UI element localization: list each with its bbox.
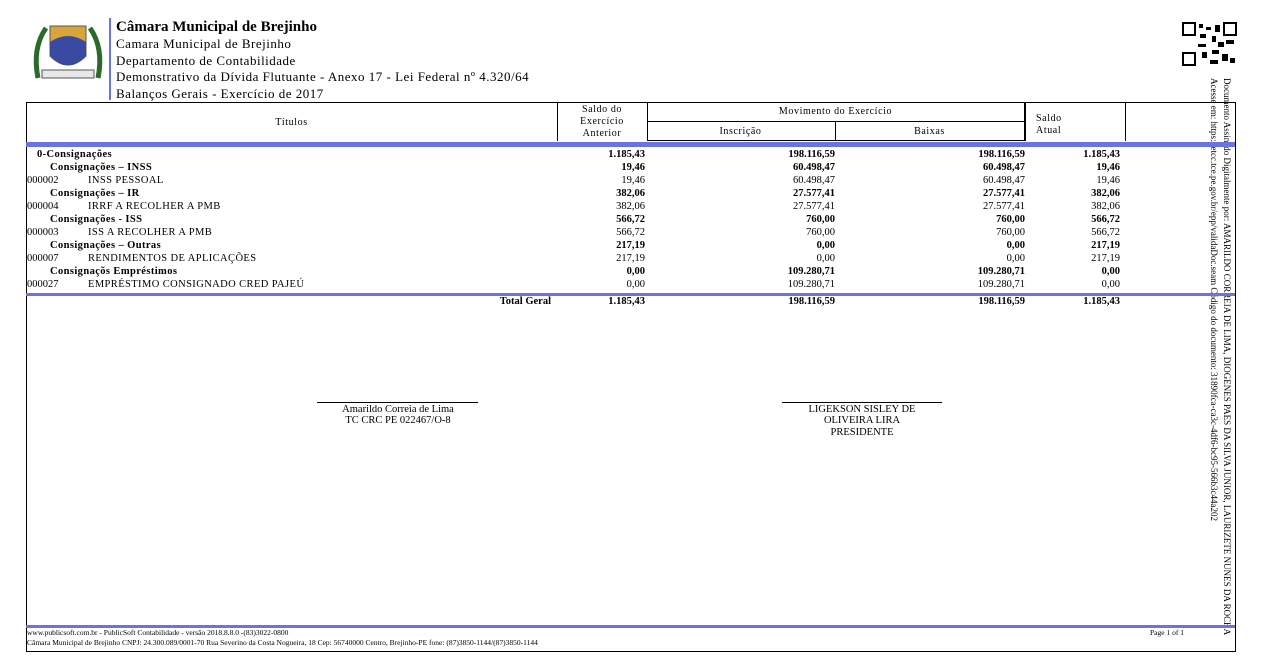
row-label: Consignações – IR — [50, 188, 140, 199]
row-value: 27.577,41 — [793, 201, 835, 212]
footer-line: Câmara Municipal de Brejinho CNPJ: 24.30… — [27, 638, 538, 647]
row-value: 382,06 — [616, 201, 645, 212]
header-cell — [835, 121, 1026, 141]
total-value: 198.116,59 — [788, 296, 835, 307]
header-cell — [26, 102, 558, 141]
row-value: 109.280,71 — [977, 279, 1025, 290]
row-value: 0,00 — [1006, 240, 1025, 251]
row-value: 27.577,41 — [983, 188, 1025, 199]
row-value: 217,19 — [616, 240, 645, 251]
row-code: 000007 — [27, 253, 59, 264]
row-label: RENDIMENTOS DE APLICAÇÕES — [88, 253, 257, 264]
row-value: 760,00 — [806, 227, 835, 238]
signer-name: Amarildo Correia de Lima — [342, 404, 454, 415]
row-value: 27.577,41 — [983, 201, 1025, 212]
row-code: 000003 — [27, 227, 59, 238]
header-cell — [1024, 102, 1126, 141]
row-code: 000027 — [27, 279, 59, 290]
header-line: Demonstrativo da Dívida Flutuante - Anex… — [116, 69, 530, 84]
total-value: 1.185,43 — [608, 296, 645, 307]
row-value: 566,72 — [1091, 214, 1120, 225]
signature-line — [782, 402, 942, 403]
row-value: 19,46 — [621, 175, 645, 186]
col-header: Inscrição — [719, 126, 762, 137]
row-value: 109.280,71 — [787, 279, 835, 290]
signer-name: LIGEKSON SISLEY DE OLIVEIRA LIRA — [808, 404, 916, 426]
footer-rule — [26, 625, 1235, 628]
row-value: 760,00 — [996, 214, 1025, 225]
row-value: 60.498,47 — [793, 175, 835, 186]
row-value: 60.498,47 — [983, 162, 1025, 173]
row-value: 382,06 — [616, 188, 645, 199]
header-line: Camara Municipal de Brejinho — [116, 36, 292, 51]
qr-code — [1182, 22, 1237, 66]
row-label: Consignaçõs Empréstimos — [50, 266, 178, 277]
row-value: 0,00 — [1101, 279, 1120, 290]
col-header: Saldo Atual — [1036, 113, 1062, 136]
row-label: INSS PESSOAL — [88, 175, 164, 186]
row-value: 1.185,43 — [1083, 149, 1120, 160]
row-value: 760,00 — [806, 214, 835, 225]
row-value: 109.280,71 — [787, 266, 835, 277]
row-value: 60.498,47 — [983, 175, 1025, 186]
header-rule — [109, 18, 111, 100]
signer-role: PRESIDENTE — [830, 427, 894, 438]
total-value: 198.116,59 — [978, 296, 1025, 307]
row-label: 0-Consignações — [37, 149, 113, 160]
col-header: Títulos — [275, 117, 308, 128]
row-value: 760,00 — [996, 227, 1025, 238]
header-line: Balanços Gerais - Exercício de 2017 — [116, 86, 324, 101]
row-value: 19,46 — [621, 162, 645, 173]
row-value: 217,19 — [616, 253, 645, 264]
page-frame — [26, 102, 1236, 652]
row-value: 566,72 — [616, 227, 645, 238]
signature-line — [317, 402, 478, 403]
row-value: 382,06 — [1091, 201, 1120, 212]
row-value: 19,46 — [1096, 162, 1120, 173]
access-note: Acesse em: https://etcc.tce.pe.gov.br/ep… — [1209, 78, 1219, 522]
row-value: 0,00 — [1101, 266, 1120, 277]
row-label: ISS A RECOLHER A PMB — [88, 227, 213, 238]
footer-line: www.publicsoft.com.br - PublicSoft Conta… — [27, 628, 289, 637]
row-value: 217,19 — [1091, 240, 1120, 251]
row-value: 382,06 — [1091, 188, 1120, 199]
row-value: 0,00 — [626, 266, 645, 277]
row-label: Consignações – Outras — [50, 240, 162, 251]
col-header: Baixas — [914, 126, 945, 137]
row-value: 109.280,71 — [977, 266, 1025, 277]
row-value: 566,72 — [1091, 227, 1120, 238]
row-value: 0,00 — [816, 240, 835, 251]
page-number: Page 1 of 1 — [1150, 628, 1184, 637]
header-rule — [26, 142, 1235, 147]
row-label: Consignações - ISS — [50, 214, 143, 225]
row-value: 60.498,47 — [793, 162, 835, 173]
row-value: 0,00 — [1006, 253, 1025, 264]
row-code: 000002 — [27, 175, 59, 186]
header-line: Departamento de Contabilidade — [116, 53, 296, 68]
row-label: Consignações – INSS — [50, 162, 153, 173]
row-value: 1.185,43 — [608, 149, 645, 160]
row-code: 000004 — [27, 201, 59, 212]
row-value: 217,19 — [1091, 253, 1120, 264]
col-header: Saldo do Exercício Anterior — [580, 104, 624, 139]
total-rule — [26, 293, 1235, 296]
col-header: Movimento do Exercício — [778, 106, 893, 117]
row-value: 19,46 — [1096, 175, 1120, 186]
total-value: 1.185,43 — [1083, 296, 1120, 307]
row-value: 27.577,41 — [793, 188, 835, 199]
row-label: IRRF A RECOLHER A PMB — [88, 201, 221, 212]
row-value: 0,00 — [816, 253, 835, 264]
row-value: 198.116,59 — [788, 149, 835, 160]
row-value: 566,72 — [616, 214, 645, 225]
row-value: 198.116,59 — [978, 149, 1025, 160]
row-value: 0,00 — [626, 279, 645, 290]
signature-note: Documento Assinado Digitalmente por: AMA… — [1222, 78, 1232, 636]
signer-role: TC CRC PE 022467/O-8 — [345, 415, 451, 426]
total-label: Total Geral — [499, 296, 551, 307]
row-label: EMPRÉSTIMO CONSIGNADO CRED PAJEÚ — [88, 279, 305, 290]
title: Câmara Municipal de Brejinho — [116, 19, 317, 35]
logo — [33, 25, 103, 79]
